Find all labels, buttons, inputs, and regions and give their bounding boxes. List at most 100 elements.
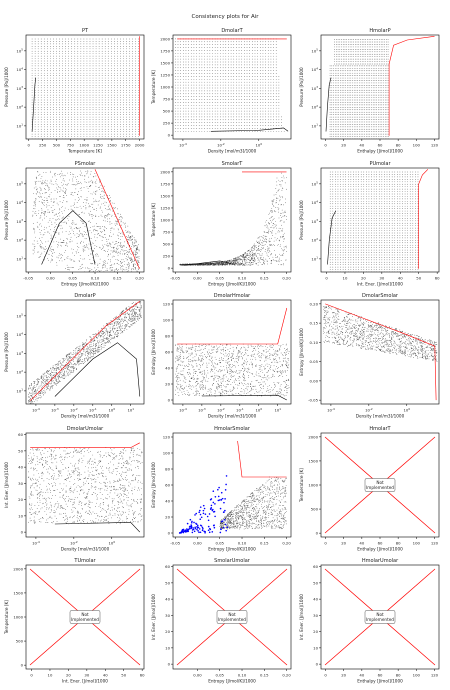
- data-point-hmolarp: [373, 39, 375, 40]
- data-point-dmolart: [236, 70, 237, 71]
- data-point-pt: [40, 111, 42, 113]
- data-point-dmolart: [251, 47, 253, 48]
- data-point-pt: [117, 97, 118, 98]
- data-point-psmolar: [43, 251, 45, 253]
- data-point-hmolarp: [362, 65, 364, 67]
- data-point-hmolarp: [353, 121, 355, 123]
- data-point-hmolarp: [372, 70, 374, 72]
- data-point-pt: [86, 43, 88, 45]
- data-point-dmolart: [190, 61, 192, 63]
- data-point-hmolarp: [338, 126, 340, 128]
- data-point-pt: [80, 133, 82, 135]
- data-point-pt: [138, 136, 140, 137]
- data-point-psmolar: [75, 223, 77, 225]
- data-point-pt: [129, 80, 130, 81]
- data-point-dmolart: [251, 50, 253, 51]
- data-point-hmolarp: [341, 63, 342, 65]
- data-point-dmolart: [278, 84, 280, 86]
- data-point-hmolarp: [386, 89, 388, 91]
- data-point-pt: [37, 109, 39, 111]
- data-point-dmolart: [201, 73, 203, 74]
- data-point-psmolar: [103, 191, 104, 193]
- data-point-pt: [101, 104, 103, 106]
- data-point-dmolart: [177, 44, 179, 45]
- data-point-psmolar: [131, 257, 132, 259]
- data-point-pt: [98, 55, 100, 57]
- data-point-hmolarp: [380, 46, 382, 48]
- data-point-dmolart: [214, 122, 216, 123]
- data-point-dmolart: [222, 64, 224, 66]
- data-point-pt: [65, 92, 66, 94]
- data-point-hmolarp: [353, 92, 355, 94]
- data-point-pt: [53, 94, 54, 96]
- data-point-pt: [123, 94, 124, 96]
- data-point-pt: [46, 116, 48, 118]
- data-point-pt: [86, 38, 88, 40]
- data-point-dmolart: [259, 93, 261, 95]
- data-point-dmolart: [177, 70, 179, 71]
- data-point-dmolart: [201, 87, 203, 89]
- data-point-dmolart: [206, 61, 208, 63]
- data-point-hmolarp: [348, 99, 350, 101]
- data-point-psmolar: [53, 249, 54, 251]
- data-point-pt: [43, 43, 45, 45]
- data-point-hmolarp: [341, 46, 342, 48]
- data-point-pt: [135, 133, 137, 135]
- data-point-dmolart: [204, 128, 205, 129]
- data-point-hmolarp: [374, 128, 376, 130]
- data-point-dmolart: [241, 99, 243, 100]
- data-point-pt: [104, 80, 106, 81]
- data-point-psmolar: [70, 232, 72, 234]
- data-point-hmolarp: [379, 102, 381, 103]
- data-point-dmolart: [220, 90, 221, 92]
- data-point-hmolarp: [334, 109, 336, 111]
- data-point-psmolar: [56, 262, 57, 264]
- data-point-dmolart: [185, 67, 187, 69]
- x-tick-label-pt-8: 2000: [135, 143, 145, 148]
- data-point-psmolar: [115, 225, 116, 226]
- data-point-pt: [83, 65, 85, 67]
- data-point-pt: [59, 121, 60, 123]
- data-point-pt: [135, 92, 137, 94]
- data-point-psmolar: [81, 240, 82, 242]
- data-point-pt: [92, 50, 94, 52]
- data-point-psmolar: [62, 231, 63, 233]
- data-point-psmolar: [81, 268, 82, 269]
- data-point-dmolart: [273, 113, 274, 115]
- data-point-pt: [138, 111, 140, 113]
- data-point-dmolart: [188, 96, 189, 97]
- data-point-hmolarp: [379, 75, 381, 76]
- data-point-hmolarp: [367, 126, 369, 128]
- data-point-pt: [40, 124, 42, 125]
- data-point-dmolart: [259, 104, 261, 106]
- data-point-hmolarp: [369, 128, 371, 130]
- data-point-pt: [77, 46, 79, 47]
- data-point-pt: [117, 99, 118, 101]
- data-point-psmolar: [50, 200, 52, 202]
- data-point-dmolart: [209, 64, 211, 66]
- data-point-dmolart: [225, 70, 227, 71]
- data-point-pt: [107, 99, 109, 101]
- data-point-dmolart: [204, 64, 205, 66]
- data-point-hmolarp: [331, 89, 333, 91]
- data-point-pt: [56, 104, 57, 106]
- data-point-pt: [123, 133, 124, 135]
- data-point-hmolarp: [379, 56, 380, 58]
- data-point-pt: [89, 111, 91, 113]
- data-point-psmolar: [96, 253, 98, 255]
- data-point-pt: [129, 104, 130, 106]
- data-point-pt: [71, 133, 73, 135]
- data-point-psmolar: [131, 258, 133, 260]
- data-point-dmolart: [275, 87, 277, 89]
- data-point-pt: [138, 92, 140, 94]
- data-point-dmolart: [190, 47, 192, 48]
- data-point-dmolart: [201, 130, 203, 132]
- data-point-hmolarp: [369, 97, 371, 98]
- data-point-pt: [59, 70, 60, 72]
- data-point-dmolart: [220, 70, 221, 71]
- data-point-pt: [77, 104, 79, 106]
- data-point-pt: [34, 75, 36, 76]
- data-point-pt: [135, 131, 137, 133]
- data-point-pt: [101, 92, 103, 94]
- data-point-pt: [123, 80, 124, 81]
